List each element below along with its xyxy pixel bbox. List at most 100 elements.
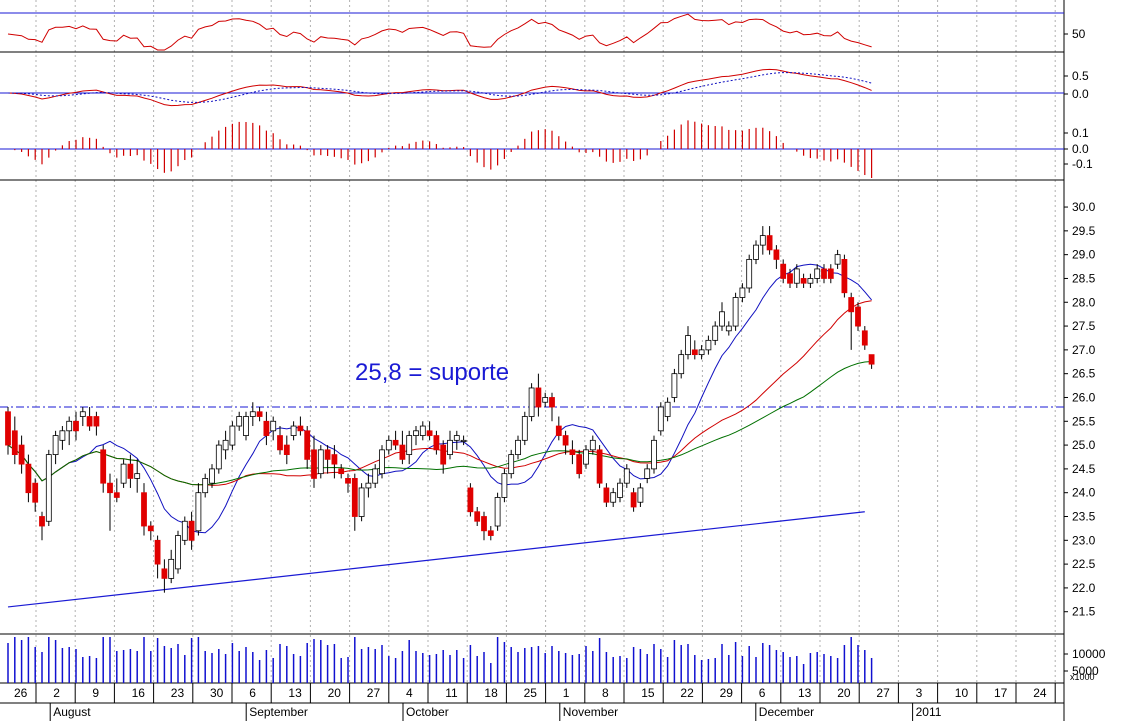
candle	[487, 526, 494, 541]
candle	[834, 249, 841, 269]
candle-body	[515, 439, 521, 456]
candle-body	[521, 416, 528, 441]
candle	[222, 430, 229, 460]
x-day-label: 4	[406, 686, 413, 700]
candle-body	[45, 454, 52, 522]
volume-tick-label: 5000	[1072, 664, 1099, 678]
candle-body	[800, 278, 807, 284]
candle	[372, 464, 379, 488]
candle-body	[447, 439, 453, 456]
candle	[120, 459, 127, 488]
candle-body	[780, 263, 787, 279]
candle-body	[338, 468, 345, 475]
candle-body	[725, 325, 732, 332]
candle	[576, 449, 583, 479]
candle	[562, 430, 569, 455]
macd-tick-label: 0.5	[1072, 69, 1089, 83]
candle-body	[277, 435, 283, 451]
candle-body	[542, 397, 549, 403]
candle-body	[494, 497, 501, 527]
candle-body	[868, 354, 875, 365]
candle	[787, 268, 793, 288]
candle	[181, 516, 188, 546]
candle-body	[589, 439, 596, 451]
candle-body	[229, 425, 236, 446]
candle	[848, 292, 855, 350]
candle	[630, 487, 637, 512]
candle	[712, 321, 719, 346]
candle	[685, 326, 691, 360]
candle	[365, 473, 372, 498]
candle-body	[569, 449, 576, 456]
candle-body	[188, 520, 195, 541]
candle-body	[460, 439, 467, 442]
candle-body	[623, 468, 630, 484]
candle	[535, 373, 542, 417]
candle	[453, 430, 460, 450]
candle	[215, 440, 222, 474]
candle-body	[107, 482, 113, 494]
candle	[338, 464, 345, 479]
candle-body	[202, 478, 209, 494]
price-tick-label: 22.0	[1072, 581, 1096, 595]
candle	[399, 430, 406, 465]
candle	[385, 435, 392, 455]
price-tick-label: 24.0	[1072, 486, 1096, 500]
price-tick-label: 22.5	[1072, 557, 1096, 571]
oscillator-panel	[7, 13, 872, 51]
candle-body	[113, 492, 120, 498]
candle	[603, 483, 610, 507]
volume-unit-label: x1000	[1070, 672, 1095, 682]
price-tick-label: 27.0	[1072, 343, 1096, 357]
candle-body	[753, 244, 759, 260]
candle	[331, 445, 338, 479]
candle	[147, 521, 154, 541]
candle-body	[426, 430, 433, 436]
candle	[753, 240, 759, 265]
candle-body	[365, 482, 372, 489]
candle	[793, 264, 800, 288]
candle-body	[501, 473, 508, 498]
candle	[11, 416, 18, 465]
candle	[168, 549, 175, 584]
candle	[290, 421, 297, 441]
y-axis-labels: 500.50.00.10.0-0.130.029.529.028.528.027…	[1064, 27, 1106, 678]
candle-body	[467, 487, 474, 513]
candle	[678, 349, 685, 379]
candle-body	[222, 439, 229, 451]
candle-body	[487, 530, 494, 536]
candle	[202, 473, 209, 498]
candle-body	[678, 354, 685, 375]
candle-body	[379, 449, 385, 475]
price-tick-label: 23.5	[1072, 510, 1096, 524]
price-tick-label: 23.0	[1072, 533, 1096, 547]
x-day-label: 27	[876, 686, 890, 700]
candle-body	[644, 468, 651, 479]
candle	[814, 264, 821, 284]
candle	[379, 445, 385, 479]
x-month-label: November	[563, 705, 618, 719]
candle	[841, 254, 848, 298]
volume-tick-label: 10000	[1072, 647, 1106, 661]
candle	[433, 430, 440, 455]
x-day-label: 18	[484, 686, 498, 700]
candle	[698, 345, 705, 360]
candle-body	[195, 492, 202, 532]
candle-body	[154, 539, 161, 565]
candle-body	[392, 439, 399, 446]
candle-body	[630, 492, 637, 508]
candle	[766, 226, 773, 255]
candle-body	[93, 416, 100, 427]
x-day-label: 2	[53, 686, 60, 700]
candle-body	[215, 444, 222, 470]
candle	[256, 407, 263, 422]
candle	[596, 445, 603, 488]
ma-long-line	[7, 361, 872, 486]
candle	[5, 407, 11, 455]
candle-body	[385, 439, 392, 451]
candle-body	[175, 535, 181, 570]
candle-body	[358, 487, 365, 517]
candle	[637, 483, 644, 507]
candle	[154, 535, 161, 579]
candle	[623, 464, 630, 488]
